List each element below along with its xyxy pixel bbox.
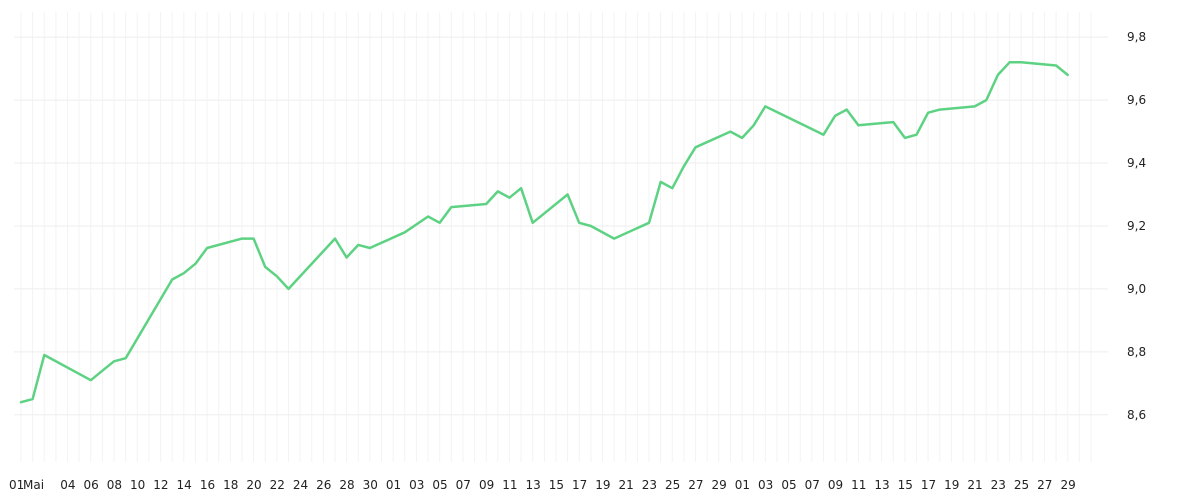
x-tick-label: 19 [595,478,610,492]
x-tick-label: 05 [432,478,447,492]
x-tick-label: 11 [851,478,866,492]
x-tick-label: 03 [758,478,773,492]
x-tick-label: 01 [386,478,401,492]
x-tick-label: 15 [549,478,564,492]
x-tick-label: Mai [23,478,44,492]
x-tick-label: 15 [898,478,913,492]
x-tick-label: 04 [60,478,75,492]
x-tick-label: 26 [316,478,331,492]
y-tick-label: 9,2 [1127,219,1146,233]
x-tick-label: 03 [409,478,424,492]
x-tick-label: 24 [293,478,308,492]
y-tick-label: 9,4 [1127,156,1146,170]
x-tick-label: 30 [363,478,378,492]
x-tick-label: 17 [572,478,587,492]
y-tick-label: 8,6 [1127,408,1146,422]
major-grid [14,36,1108,416]
x-tick-label: 09 [828,478,843,492]
y-tick-label: 9,0 [1127,282,1146,296]
x-tick-label: 27 [688,478,703,492]
x-tick-label: 22 [270,478,285,492]
x-tick-label: 19 [944,478,959,492]
minor-grid [20,12,1092,462]
x-tick-label: 10 [130,478,145,492]
x-tick-label: 16 [200,478,215,492]
x-tick-label: 13 [874,478,889,492]
x-tick-label: 25 [665,478,680,492]
x-tick-label: 20 [246,478,261,492]
x-tick-label: 23 [642,478,657,492]
x-tick-label: 05 [781,478,796,492]
x-tick-label: 11 [502,478,517,492]
series-line [19,61,1069,404]
x-tick-label: 13 [525,478,540,492]
y-axis: 8,6 8,8 9,0 9,2 9,4 9,6 9,8 [1127,30,1146,422]
x-tick-label: 01 [735,478,750,492]
x-tick-label: 21 [967,478,982,492]
x-tick-label: 12 [153,478,168,492]
x-tick-label: 18 [223,478,238,492]
x-tick-label: 08 [107,478,122,492]
x-tick-label: 25 [1014,478,1029,492]
x-tick-label: 29 [1060,478,1075,492]
x-tick-label: 06 [84,478,99,492]
x-tick-label: 28 [339,478,354,492]
y-tick-label: 9,6 [1127,93,1146,107]
series-group [19,61,1069,404]
x-tick-label: 07 [456,478,471,492]
x-tick-label: 09 [479,478,494,492]
x-tick-label: 21 [619,478,634,492]
x-tick-label: 29 [712,478,727,492]
y-tick-label: 8,8 [1127,345,1146,359]
y-tick-label: 9,8 [1127,30,1146,44]
x-tick-label: 27 [1037,478,1052,492]
x-tick-label: 14 [177,478,192,492]
x-tick-label: 07 [805,478,820,492]
x-tick-label: 01 [9,478,24,492]
x-tick-label: 23 [991,478,1006,492]
x-tick-label: 17 [921,478,936,492]
